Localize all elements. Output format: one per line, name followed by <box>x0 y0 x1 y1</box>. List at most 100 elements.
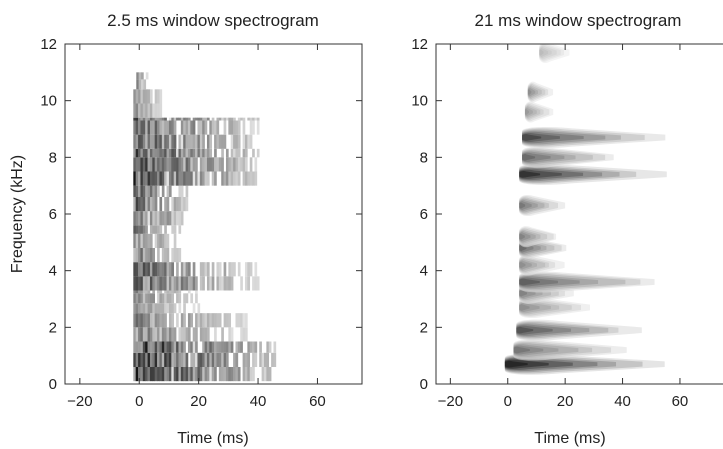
left-spectrogram-cell <box>138 171 141 186</box>
left-spectrogram-cell <box>242 171 246 186</box>
left-spectrogram-cell <box>157 303 160 314</box>
left-spectrogram-cell <box>168 327 172 342</box>
left-spectrogram-cell <box>192 120 196 135</box>
left-spectrogram-cell <box>164 211 167 226</box>
left-spectrogram-cell <box>178 341 182 353</box>
left-spectrogram-cell <box>204 117 208 121</box>
left-spectrogram-cell <box>247 352 251 367</box>
left-spectrogram-cell <box>235 171 239 186</box>
left-spectrogram-cell <box>152 293 155 304</box>
left-spectrogram-cell <box>149 327 153 342</box>
left-spectrogram-cell <box>133 211 136 226</box>
left-spectrogram-cell <box>133 352 136 367</box>
left-spectrogram-cell <box>149 134 153 149</box>
left-spectrogram-cell <box>147 293 151 304</box>
left-spectrogram-cell <box>228 171 232 186</box>
left-spectrogram-cell <box>154 89 158 104</box>
left-spectrogram-cell <box>149 225 153 234</box>
right-x-tick-label: 60 <box>672 393 689 410</box>
left-spectrogram-cell <box>230 157 234 172</box>
left-spectrogram-cell <box>206 367 210 382</box>
left-spectrogram-cell <box>133 185 136 197</box>
left-spectrogram-cell <box>187 134 191 149</box>
left-spectrogram-cell <box>244 171 248 186</box>
left-spectrogram-cell <box>225 157 229 172</box>
left-spectrogram-cell <box>216 341 220 353</box>
left-spectrogram-cell <box>199 262 203 277</box>
left-spectrogram-cell <box>192 134 196 149</box>
left-spectrogram-cell <box>152 303 155 314</box>
left-spectrogram-cell <box>180 120 184 135</box>
left-spectrogram-cell <box>140 293 144 304</box>
left-spectrogram-cell <box>230 148 234 158</box>
left-spectrogram-cell <box>180 148 184 158</box>
left-spectrogram-cell <box>176 211 179 226</box>
left-spectrogram-cell <box>171 117 175 121</box>
left-spectrogram-cell <box>204 120 208 135</box>
left-spectrogram-cell <box>178 327 182 342</box>
left-spectrogram-cell <box>206 276 210 291</box>
left-spectrogram-cell <box>168 341 172 353</box>
left-spectrogram-cell <box>209 313 213 328</box>
left-spectrogram-cell <box>171 367 175 382</box>
left-spectrogram-cell <box>195 313 198 328</box>
left-spectrogram-cell <box>168 290 172 294</box>
right-spectrogram-blob <box>516 326 534 334</box>
left-spectrogram-cell <box>204 352 208 367</box>
left-spectrogram-cell <box>176 262 179 277</box>
left-spectrogram-cell <box>202 313 205 328</box>
left-spectrogram-cell <box>173 276 177 291</box>
left-spectrogram-cell <box>149 367 153 382</box>
left-spectrogram-cell <box>142 276 146 291</box>
left-spectrogram-cell <box>168 313 172 328</box>
left-x-tick-label: 0 <box>135 393 143 410</box>
left-spectrogram-cell <box>138 327 141 342</box>
left-spectrogram-cell <box>187 276 191 291</box>
left-spectrogram-cell <box>195 327 198 342</box>
left-spectrogram-cell <box>133 148 136 158</box>
left-spectrogram-cell <box>183 276 186 291</box>
left-spectrogram-cell <box>149 248 153 263</box>
left-spectrogram-cell <box>218 313 222 328</box>
left-spectrogram-cell <box>138 148 141 158</box>
left-spectrogram-cell <box>178 117 182 121</box>
left-spectrogram-cell <box>187 341 191 353</box>
left-spectrogram-cell <box>135 276 139 291</box>
left-spectrogram-cell <box>218 134 222 149</box>
left-spectrogram-cell <box>259 341 262 353</box>
left-spectrogram-cell <box>187 117 191 121</box>
left-spectrogram-cell <box>237 134 241 149</box>
left-spectrogram-cell <box>237 157 241 172</box>
left-spectrogram-cell <box>180 341 184 353</box>
left-spectrogram-cell <box>173 211 177 226</box>
left-spectrogram-cell <box>157 233 160 248</box>
left-spectrogram-cell <box>176 313 179 328</box>
left-spectrogram-cell <box>183 327 186 342</box>
left-spectrogram-cell <box>261 367 265 382</box>
left-spectrogram-cell <box>173 290 177 294</box>
left-spectrogram-cell <box>273 352 277 367</box>
left-spectrogram-cell <box>202 262 205 277</box>
left-spectrogram-cell <box>178 303 182 314</box>
left-spectrogram-cell <box>154 120 158 135</box>
left-spectrogram-cell <box>192 276 196 291</box>
left-spectrogram-cell <box>211 120 215 135</box>
left-spectrogram-cell <box>147 89 151 104</box>
left-y-axis-label: Frequency (kHz) <box>9 155 26 273</box>
left-spectrogram-cell <box>190 293 194 304</box>
left-spectrogram-cell <box>166 293 170 304</box>
left-spectrogram-cell <box>228 262 232 277</box>
left-spectrogram-cell <box>183 197 186 212</box>
left-spectrogram-cell <box>149 89 153 104</box>
left-spectrogram-cell <box>195 276 198 291</box>
left-spectrogram-cell <box>157 262 160 277</box>
left-spectrogram-cell <box>157 148 160 158</box>
left-spectrogram-cell <box>145 233 148 248</box>
left-spectrogram-cell <box>133 248 136 263</box>
left-spectrogram-cell <box>237 313 241 328</box>
left-spectrogram-cell <box>133 367 136 382</box>
left-spectrogram-cell <box>145 352 148 367</box>
left-spectrogram-cell <box>157 341 160 353</box>
left-spectrogram-cell <box>149 313 153 328</box>
right-spectrogram-blob <box>527 88 532 96</box>
